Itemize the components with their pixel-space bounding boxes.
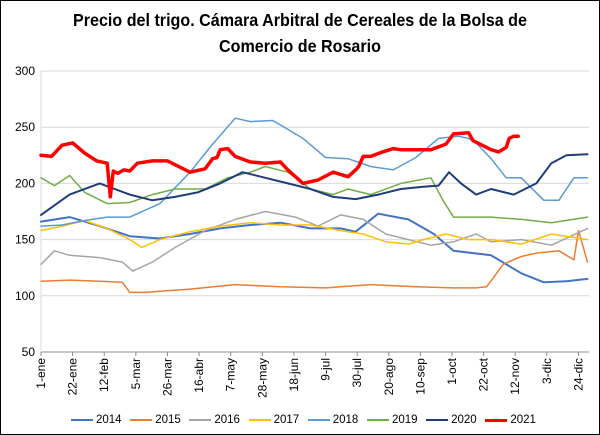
legend-swatch — [366, 419, 389, 421]
y-tick-label: 300 — [15, 64, 35, 78]
legend-label: 2020 — [451, 414, 477, 426]
legend-item-2019: 2019 — [366, 414, 418, 426]
x-tick-label: 18-jun — [287, 358, 301, 391]
chart-legend: 2014 2015 2016 2017 2018 2019 2020 2021 — [71, 410, 536, 430]
legend-label: 2018 — [332, 414, 359, 426]
x-tick-label: 28-may — [255, 358, 269, 398]
legend-swatch — [71, 419, 93, 421]
series-line-2015 — [40, 229, 589, 294]
axes — [40, 71, 589, 353]
legend-item-2020: 2020 — [426, 414, 477, 426]
legend-label: 2017 — [273, 414, 300, 426]
x-tick-label: 16-abr — [192, 358, 206, 393]
series-line-2018 — [40, 117, 589, 227]
y-tick-label: 200 — [15, 176, 35, 190]
series-line-2020 — [40, 153, 589, 216]
legend-label: 2016 — [214, 414, 240, 426]
x-tick-label: 22-oct — [477, 357, 491, 391]
legend-item-2016: 2016 — [189, 414, 240, 426]
x-tick-label: 24-dic — [571, 358, 585, 391]
legend-swatch — [485, 418, 508, 422]
x-tick-label: 7-may — [224, 358, 238, 391]
x-tick-label: 5-mar — [129, 358, 143, 389]
x-tick-label: 12-nov — [508, 358, 522, 395]
gridlines — [41, 70, 589, 353]
legend-swatch — [426, 419, 449, 421]
legend-label: 2014 — [96, 414, 122, 426]
y-tick-label: 150 — [15, 233, 35, 247]
series-line-2017 — [40, 219, 589, 249]
legend-item-2018: 2018 — [307, 414, 359, 426]
x-tick-label: 1-oct — [445, 357, 459, 384]
series-line-2021 — [39, 131, 520, 199]
x-tick-label: 9-jul — [319, 358, 333, 381]
chart-title-line-2: Comercio de Rosario — [219, 36, 381, 56]
x-tick-label: 1-ene — [34, 358, 48, 389]
series-line-2019 — [40, 165, 589, 224]
legend-swatch — [130, 419, 153, 421]
series-line-2014 — [40, 212, 589, 284]
legend-label: 2019 — [391, 414, 418, 426]
legend-label: 2015 — [155, 414, 181, 426]
series-line-2016 — [40, 210, 589, 272]
chart-title-line-1: Precio del trigo. Cámara Arbitral de Cer… — [73, 10, 527, 30]
legend-item-2017: 2017 — [248, 414, 300, 426]
x-tick-label: 3-dic — [540, 358, 554, 384]
legend-swatch — [189, 419, 212, 421]
legend-item-2021: 2021 — [485, 414, 536, 426]
legend-swatch — [248, 419, 271, 421]
x-tick-label: 26-mar — [160, 358, 174, 396]
x-tick-label: 30-jul — [350, 358, 364, 387]
y-axis-ticks: 50 100 150 200 250 300 — [15, 64, 35, 359]
x-tick-label: 20-ago — [382, 358, 396, 396]
legend-label: 2021 — [510, 414, 536, 426]
chart-title: Precio del trigo. Cámara Arbitral de Cer… — [25, 7, 575, 59]
y-tick-label: 250 — [15, 120, 35, 134]
x-axis-ticks: 1-ene 22-ene 12-feb 5-mar 26-mar 16-abr 7-may 2… — [34, 352, 585, 398]
y-tick-label: 50 — [22, 345, 36, 359]
y-tick-label: 100 — [15, 289, 35, 303]
x-tick-label: 10-sep — [413, 358, 427, 395]
series-lines — [39, 117, 589, 294]
legend-item-2014: 2014 — [71, 414, 122, 426]
x-tick-label: 22-ene — [66, 358, 80, 396]
x-tick-label: 12-feb — [97, 358, 111, 392]
legend-swatch — [307, 419, 330, 421]
legend-item-2015: 2015 — [130, 414, 181, 426]
